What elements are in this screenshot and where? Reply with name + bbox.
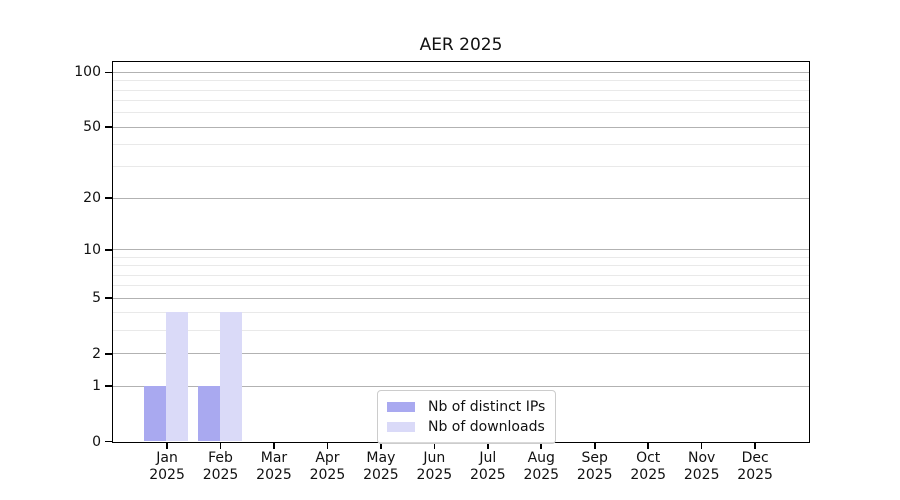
legend-swatch-downloads: [387, 422, 415, 432]
x-tick-label: Dec2025: [715, 450, 795, 483]
gridline-minor: [113, 90, 809, 91]
x-tick-mark: [594, 443, 596, 449]
x-tick-mark: [220, 443, 222, 449]
x-tick-mark: [701, 443, 703, 449]
y-tick-mark: [105, 297, 112, 299]
y-tick-mark: [105, 441, 112, 443]
gridline-minor: [113, 112, 809, 113]
y-tick-mark: [105, 249, 112, 251]
gridline-major: [113, 249, 809, 250]
y-tick-label: 50: [0, 118, 101, 136]
legend-swatch-distinct-ips: [387, 402, 415, 412]
bar-distinct-ips: [198, 386, 220, 441]
y-tick-label: 10: [0, 241, 101, 259]
gridline-major: [113, 127, 809, 128]
x-tick-mark: [166, 443, 168, 449]
y-tick-mark: [105, 197, 112, 199]
y-tick-label: 20: [0, 189, 101, 207]
legend-item-downloads: Nb of downloads: [387, 417, 545, 437]
gridline-minor: [113, 80, 809, 81]
legend: Nb of distinct IPs Nb of downloads: [377, 390, 556, 444]
bar-downloads: [220, 312, 242, 441]
gridline-minor: [113, 257, 809, 258]
y-tick-mark: [105, 385, 112, 387]
gridline-minor: [113, 100, 809, 101]
y-tick-label: 0: [0, 433, 101, 451]
figure: AER 2025 Nb of distinct IPs Nb of downlo…: [0, 0, 900, 500]
x-tick-mark: [754, 443, 756, 449]
bar-downloads: [166, 312, 188, 441]
x-tick-mark: [273, 443, 275, 449]
chart-title: AER 2025: [112, 35, 810, 55]
gridline-minor: [113, 330, 809, 331]
gridline-minor: [113, 265, 809, 266]
x-tick-month: Dec: [715, 450, 795, 467]
y-tick-mark: [105, 72, 112, 74]
y-tick-label: 5: [0, 289, 101, 307]
x-tick-mark: [647, 443, 649, 449]
gridline-minor: [113, 144, 809, 145]
bar-distinct-ips: [144, 386, 166, 441]
gridline-major: [113, 72, 809, 73]
y-tick-label: 1: [0, 377, 101, 395]
y-tick-label: 2: [0, 345, 101, 363]
y-tick-mark: [105, 126, 112, 128]
gridline-major: [113, 298, 809, 299]
x-tick-mark: [327, 443, 329, 449]
y-tick-label: 100: [0, 63, 101, 81]
gridline-major: [113, 353, 809, 354]
y-tick-mark: [105, 353, 112, 355]
legend-item-distinct-ips: Nb of distinct IPs: [387, 397, 545, 417]
legend-label-downloads: Nb of downloads: [428, 419, 545, 435]
plot-area: Nb of distinct IPs Nb of downloads: [112, 61, 810, 443]
gridline-major: [113, 198, 809, 199]
legend-label-distinct-ips: Nb of distinct IPs: [428, 399, 545, 415]
gridline-minor: [113, 166, 809, 167]
gridline-minor: [113, 285, 809, 286]
gridline-minor: [113, 275, 809, 276]
gridline-minor: [113, 312, 809, 313]
x-tick-year: 2025: [715, 467, 795, 484]
